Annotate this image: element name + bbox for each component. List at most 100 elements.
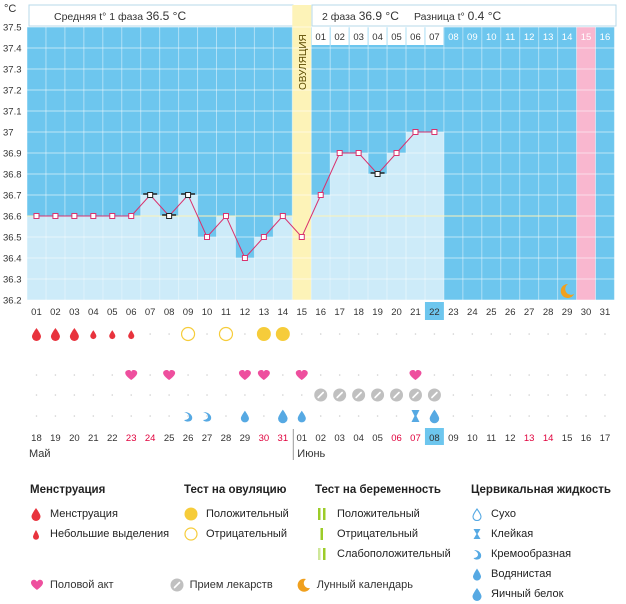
cycle-day-label: 16	[315, 307, 326, 318]
cycle-day-label: 27	[524, 307, 535, 318]
positive-test-icon	[275, 327, 290, 341]
row-dot	[73, 415, 76, 417]
pregnancy-negative-icon	[320, 528, 323, 540]
sticky-icon	[411, 410, 420, 422]
legend-bottom: Половой акт Прием лекарств Лунный календ…	[30, 578, 437, 592]
pill-stripe	[393, 391, 400, 399]
top-date-label: 09	[467, 32, 478, 43]
month-label-second: Июнь	[297, 448, 325, 460]
menstruation-drop-icon	[69, 328, 79, 341]
creamy-icon	[473, 550, 482, 560]
moon-icon	[297, 578, 310, 592]
calendar-date-label: 30	[259, 433, 270, 444]
row-dot	[604, 415, 606, 417]
top-date-label: 04	[372, 32, 383, 43]
cycle-day-label: 01	[31, 307, 42, 318]
row-dot	[528, 374, 530, 376]
calendar-date-label: 11	[486, 433, 496, 444]
cycle-day-label: 17	[334, 307, 345, 318]
row-dot	[490, 415, 493, 417]
temperature-point	[317, 192, 324, 198]
row-dot	[585, 415, 587, 417]
cycle-day-label: 31	[600, 307, 611, 318]
y-tick-label: 37.2	[3, 86, 22, 97]
row-dot	[244, 394, 246, 396]
row-dot	[452, 415, 455, 417]
cycle-day-label: 10	[202, 307, 213, 318]
pill-stripe	[336, 391, 343, 399]
row-dot	[35, 374, 38, 376]
cycle-day-label: 22	[429, 307, 440, 318]
watery-drop-icon	[240, 410, 249, 423]
row-dot	[73, 394, 76, 396]
row-dot	[376, 415, 379, 417]
calendar-date-label: 01	[296, 433, 307, 444]
sticky-hourglass-icon	[473, 529, 481, 539]
eggwhite-drop-icon	[429, 409, 440, 424]
y-tick-label: 36.4	[3, 254, 22, 265]
row-dot	[206, 394, 208, 396]
positive-test-icon	[184, 507, 198, 521]
cycle-day-label: 25	[486, 307, 497, 318]
calendar-date-label: 04	[353, 433, 364, 444]
cycle-day-label: 26	[505, 307, 516, 318]
temperature-point	[336, 150, 343, 156]
month-label-start: Май	[29, 448, 51, 460]
row-dot	[604, 374, 606, 376]
row-dot	[509, 415, 512, 417]
calendar-date-label: 15	[562, 433, 573, 444]
heart-icon	[31, 579, 43, 590]
today-calendar-highlight	[424, 428, 444, 445]
legend-menstruation: Менструация Менструация Небольшие выделе…	[30, 480, 169, 544]
legend-ovulation-negative: Отрицательный	[206, 528, 287, 540]
row-dot	[300, 333, 303, 335]
cycle-day-label: 18	[353, 307, 364, 318]
temperature-bar	[349, 153, 369, 300]
y-tick-label: 37.3	[3, 65, 22, 76]
menstruation-drop-icon	[31, 328, 41, 341]
moon-icon	[560, 283, 575, 298]
legend-spotting-item: Небольшие выделения	[50, 528, 170, 540]
creamy-icon	[203, 412, 212, 422]
row-dot	[338, 333, 341, 335]
top-date-label: 14	[562, 32, 573, 43]
row-dot	[111, 374, 114, 376]
row-dot	[168, 415, 170, 417]
top-date-label: 08	[448, 32, 459, 43]
top-date-label: 01	[315, 32, 326, 43]
temperature-point	[279, 213, 286, 219]
row-dot	[604, 394, 606, 396]
row-dot	[130, 415, 133, 417]
top-date-cell	[425, 27, 444, 45]
cycle-day-label: 11	[221, 307, 231, 318]
calendar-date-label: 23	[126, 433, 137, 444]
row-dot	[73, 374, 76, 376]
row-dot	[471, 374, 474, 376]
top-date-label: 16	[600, 32, 611, 43]
row-dot	[585, 394, 587, 396]
row-dot	[490, 394, 493, 396]
row-dot	[471, 415, 474, 417]
row-dot	[225, 374, 227, 376]
top-date-label: 05	[391, 32, 402, 43]
negative-test-icon	[218, 326, 234, 342]
row-dot	[509, 333, 512, 335]
row-dot	[168, 333, 170, 335]
row-dot	[111, 415, 114, 417]
heart-icon	[163, 370, 176, 380]
heart-icon	[238, 370, 251, 380]
y-tick-label: 37.4	[3, 44, 22, 55]
row-dot	[566, 374, 568, 376]
row-dot	[395, 415, 398, 417]
row-dot	[300, 394, 303, 396]
row-dot	[547, 374, 549, 376]
top-date-label: 07	[429, 32, 440, 43]
y-axis-unit: °С	[4, 3, 16, 15]
row-dot	[35, 415, 38, 417]
row-dot	[566, 415, 568, 417]
legend-pills: Прием лекарств	[189, 579, 273, 591]
row-dot	[490, 374, 493, 376]
row-dot	[92, 415, 95, 417]
calendar-date-label: 27	[202, 433, 213, 444]
cycle-day-label: 03	[69, 307, 80, 318]
